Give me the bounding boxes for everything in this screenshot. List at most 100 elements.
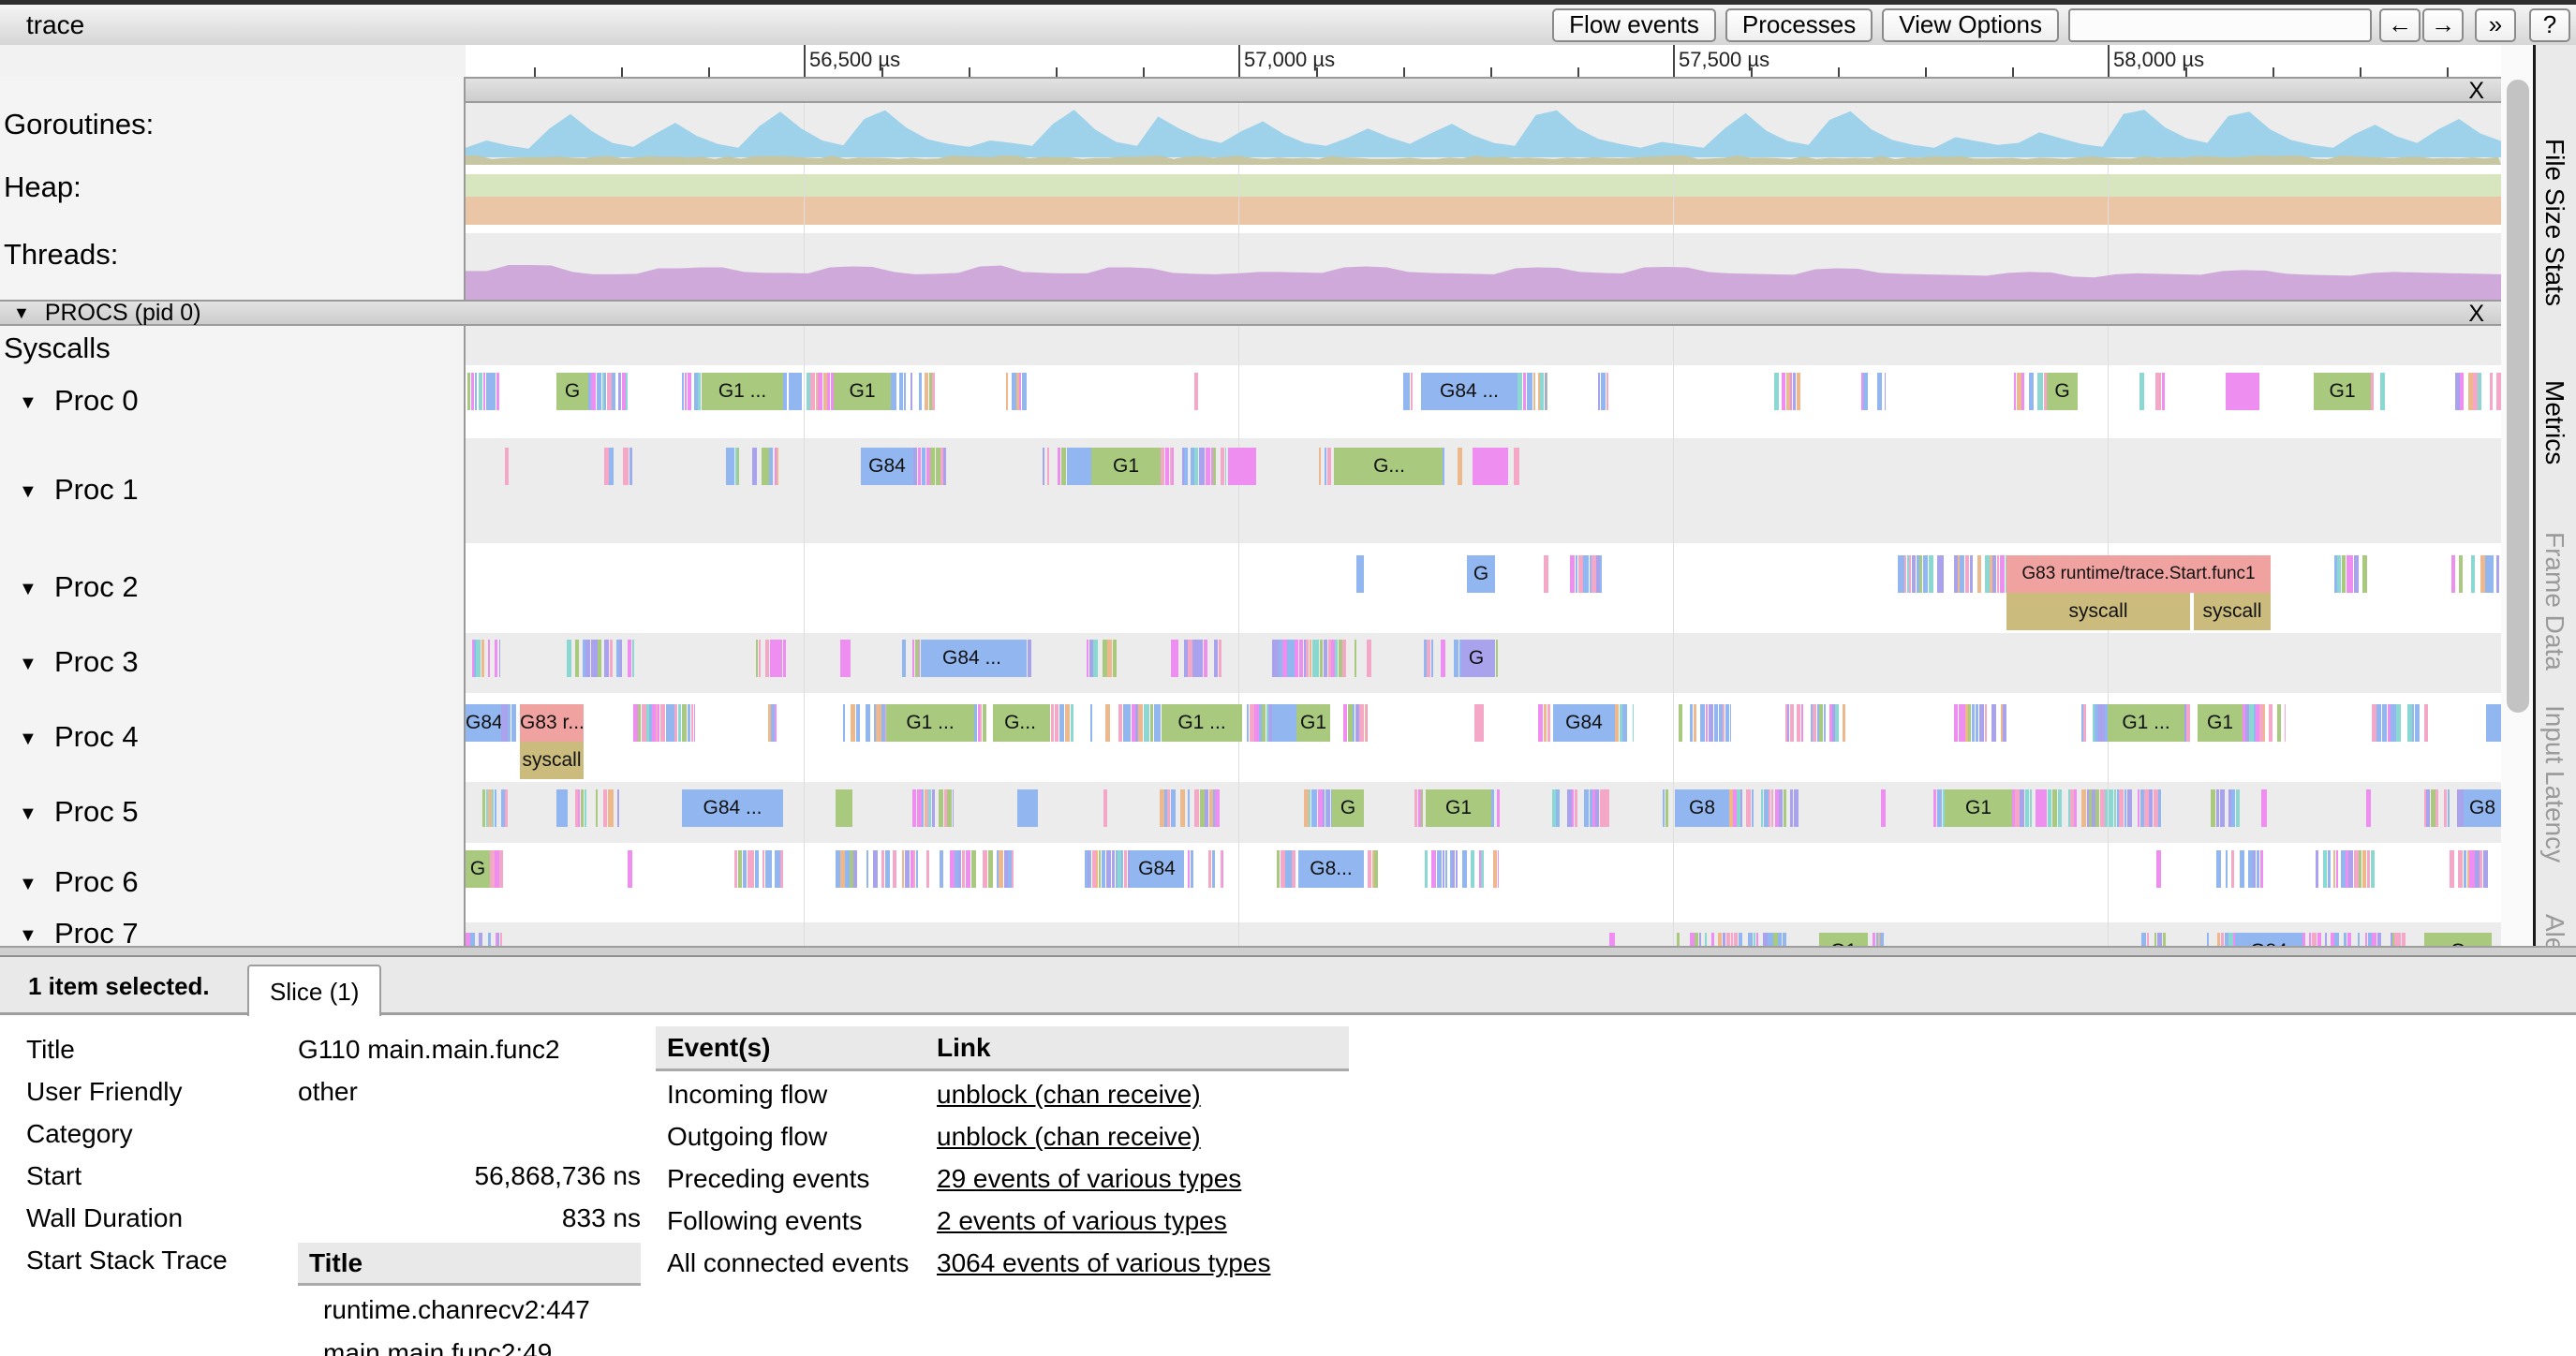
slice-cluster[interactable] — [567, 640, 634, 677]
slice-cluster[interactable] — [575, 789, 628, 827]
sidebar-tab-metrics[interactable]: Metrics — [2540, 380, 2569, 465]
event-link[interactable]: unblock (chan receive) — [937, 1122, 1201, 1151]
slice-cluster[interactable] — [1400, 373, 1421, 410]
syscall-slice[interactable]: syscall — [520, 742, 584, 779]
slice-cluster[interactable] — [1491, 640, 1499, 677]
slice-cluster[interactable] — [1184, 850, 1223, 888]
trace-slice[interactable] — [836, 789, 852, 827]
stats-close-button[interactable]: X — [2468, 78, 2484, 104]
trace-slice[interactable] — [1272, 704, 1296, 742]
slice-cluster[interactable] — [2316, 850, 2376, 888]
slice-cluster[interactable] — [1272, 850, 1298, 888]
slice-cluster[interactable] — [1364, 850, 1379, 888]
slice-cluster[interactable] — [1898, 555, 2006, 593]
slice-cluster[interactable] — [2207, 933, 2235, 946]
slice-cluster[interactable] — [1491, 789, 1501, 827]
slice-cluster[interactable] — [1090, 704, 1162, 742]
trace-slice[interactable]: G1 — [2314, 373, 2371, 410]
slice-cluster[interactable] — [764, 704, 777, 742]
trace-slice[interactable]: G1 — [1296, 704, 1330, 742]
slice-cluster[interactable] — [2211, 789, 2243, 827]
slice-cluster[interactable] — [922, 850, 1023, 888]
slice-cluster[interactable] — [1272, 640, 1356, 677]
trace-slice[interactable]: G84 — [1130, 850, 1184, 888]
trace-slice[interactable]: G84 ... — [921, 640, 1023, 677]
trace-slice[interactable]: G1 ... — [1162, 704, 1242, 742]
trace-slice[interactable] — [1474, 704, 1484, 742]
slice-cluster[interactable] — [1184, 640, 1221, 677]
slice-cluster[interactable] — [912, 789, 954, 827]
slice-cluster[interactable] — [1160, 789, 1227, 827]
trace-slice[interactable] — [1067, 448, 1091, 485]
slice-cluster[interactable] — [1954, 704, 2006, 742]
stats-charts-area[interactable] — [466, 103, 2501, 300]
find-next-button[interactable]: → — [2422, 7, 2464, 42]
trace-slice[interactable] — [2366, 789, 2371, 827]
trace-slice[interactable]: G — [556, 373, 588, 410]
trace-slice[interactable] — [1194, 373, 1198, 410]
trace-slice[interactable]: G1 ... — [886, 704, 974, 742]
slice-cluster[interactable] — [734, 850, 783, 888]
trace-slice[interactable]: G84 — [466, 704, 501, 742]
trace-slice[interactable] — [1171, 640, 1178, 677]
collapse-triangle-icon[interactable]: ▼ — [19, 924, 37, 946]
vertical-scrollbar-thumb[interactable] — [2507, 80, 2529, 713]
slice-cluster[interactable] — [1087, 640, 1117, 677]
trace-slice[interactable] — [2156, 850, 2161, 888]
trace-slice[interactable]: G — [1461, 640, 1491, 677]
slice-cluster[interactable] — [1861, 373, 1886, 410]
help-button[interactable]: ? — [2529, 7, 2570, 42]
proc-track-label[interactable]: Proc 5 — [54, 794, 139, 828]
trace-slice[interactable]: G84 — [1553, 704, 1615, 742]
slice-cluster[interactable] — [682, 373, 702, 410]
trace-slice[interactable]: G84 ... — [1421, 373, 1517, 410]
slice-cluster[interactable] — [1085, 850, 1130, 888]
slice-cluster[interactable] — [633, 704, 695, 742]
slice-cluster[interactable] — [1319, 448, 1336, 485]
proc-track-label[interactable]: Proc 6 — [54, 864, 139, 898]
slice-cluster[interactable] — [1868, 933, 1894, 946]
trace-slice[interactable]: G84 — [861, 448, 913, 485]
view-options-button[interactable]: View Options — [1882, 7, 2059, 42]
slice-cluster[interactable] — [1615, 704, 1634, 742]
slice-cluster[interactable] — [588, 373, 628, 410]
slice-cluster[interactable] — [2371, 373, 2385, 410]
trace-slice[interactable]: G1 — [1945, 789, 2012, 827]
slice-cluster[interactable] — [1161, 448, 1226, 485]
syscall-slice[interactable]: syscall — [2194, 593, 2271, 630]
trace-slice[interactable]: G83 runtime/trace.Start.func1 — [2006, 555, 2271, 593]
trace-slice[interactable]: G1 — [1091, 448, 1161, 485]
procs-close-button[interactable]: X — [2468, 301, 2484, 327]
slice-cluster[interactable] — [1570, 555, 1607, 593]
trace-slice[interactable] — [2226, 373, 2259, 410]
slice-cluster[interactable] — [1517, 373, 1547, 410]
trace-slice[interactable] — [1881, 789, 1886, 827]
procs-section-header[interactable]: ▼ PROCS (pid 0) X — [0, 300, 2501, 326]
trace-slice[interactable] — [1609, 933, 1615, 946]
slice-cluster[interactable] — [2302, 933, 2406, 946]
trace-slice[interactable] — [1103, 789, 1107, 827]
slice-cluster[interactable] — [2447, 555, 2499, 593]
proc-track-label[interactable]: Proc 2 — [54, 570, 139, 603]
trace-slice[interactable]: G8... — [1298, 850, 1364, 888]
slice-cluster[interactable] — [467, 373, 499, 410]
proc-track-label[interactable]: Proc 0 — [54, 384, 139, 417]
slice-cluster[interactable] — [1547, 789, 1609, 827]
slice-cluster[interactable] — [1043, 448, 1067, 485]
slice-cluster[interactable] — [1660, 789, 1675, 827]
slice-cluster[interactable] — [2243, 704, 2286, 742]
trace-slice[interactable]: G — [1467, 555, 1495, 593]
slice-cluster[interactable] — [783, 373, 834, 410]
event-link[interactable]: unblock (chan receive) — [937, 1080, 1201, 1109]
trace-slice[interactable] — [1367, 640, 1371, 677]
slice-cluster[interactable] — [1006, 373, 1029, 410]
slice-cluster[interactable] — [501, 704, 520, 742]
timeline-ruler[interactable]: 56,500 µs 57,000 µs 57,500 µs 58,000 µs — [0, 45, 2576, 77]
slice-cluster[interactable] — [1242, 704, 1272, 742]
slice-cluster[interactable] — [478, 789, 508, 827]
slice-cluster[interactable] — [891, 373, 935, 410]
slice-cluster[interactable] — [2141, 933, 2166, 946]
slice-cluster[interactable] — [1330, 704, 1368, 742]
event-link[interactable]: 2 events of various types — [937, 1206, 1227, 1235]
slice-cluster[interactable] — [1443, 448, 1471, 485]
